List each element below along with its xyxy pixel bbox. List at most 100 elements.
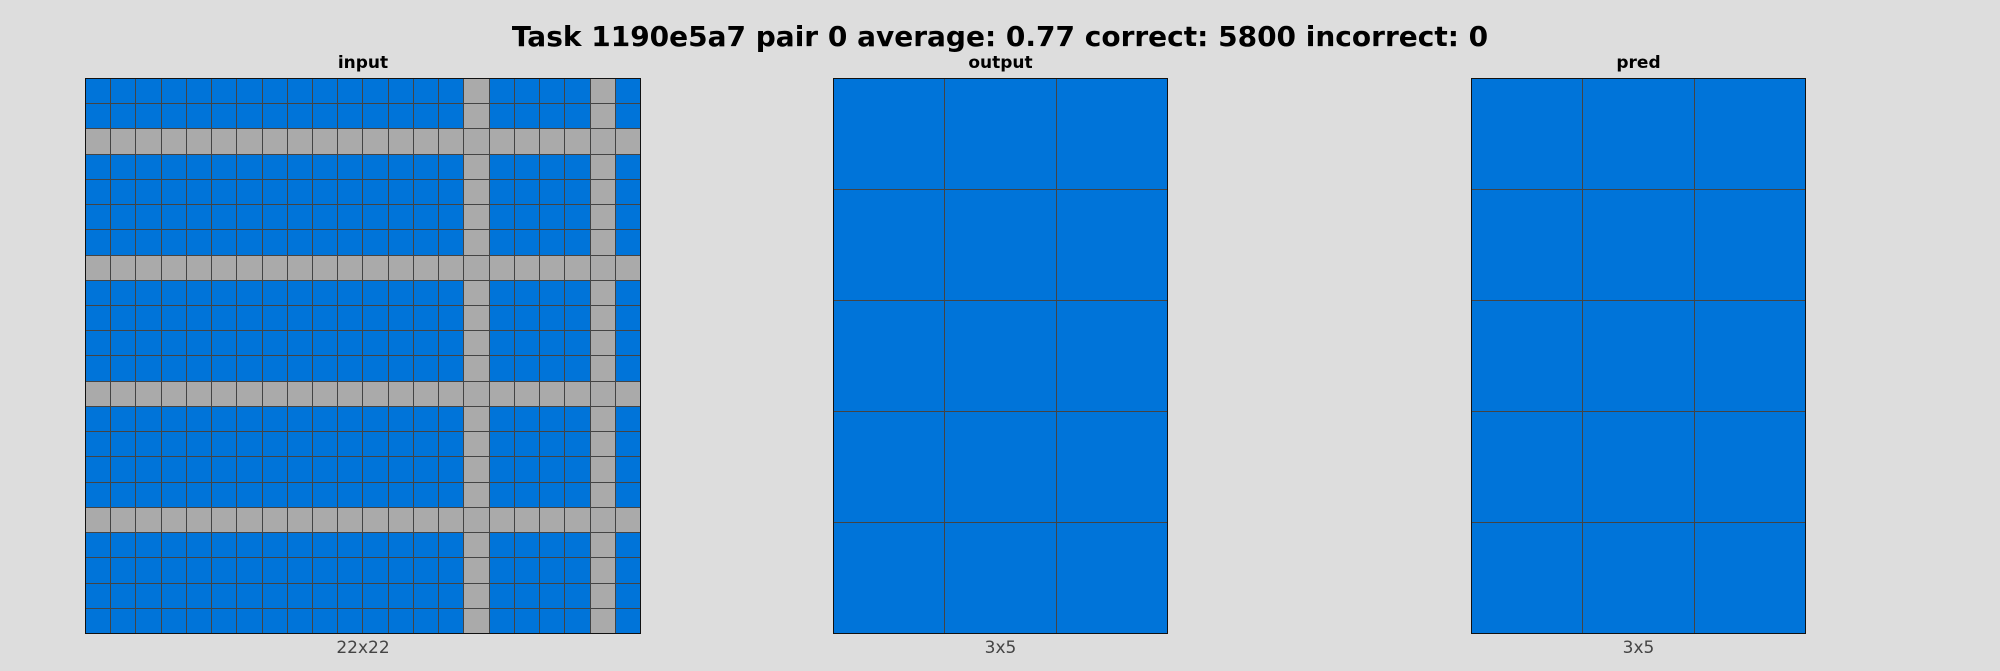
grid-cell [565,79,590,104]
grid-cell [514,255,540,280]
grid-cell [161,583,186,608]
grid-cell [262,558,287,583]
grid-cell [338,507,363,533]
grid-cell [262,583,287,608]
grid-cell [186,482,212,507]
grid-cell [540,558,565,583]
grid-cell [565,104,590,129]
grid-cell [262,205,287,230]
grid-cell [338,230,363,255]
grid-cell [262,482,287,507]
grid-cell [86,457,111,482]
grid-cell [413,558,439,583]
grid-cell [388,457,413,482]
grid-cell [590,608,615,633]
grid-cell [388,533,413,558]
grid-cell [489,356,514,381]
grid-cell [565,331,590,356]
grid-cell [86,331,111,356]
grid-cell [287,507,313,533]
grid-cell [489,104,514,129]
grid-cell [186,255,212,280]
grid-cell [590,280,615,306]
grid-cell [313,608,338,633]
grid-cell [388,129,413,154]
grid-cell [237,533,262,558]
grid-cell [1694,79,1805,189]
grid-cell [161,533,186,558]
grid-cell [111,205,136,230]
grid-cell [338,583,363,608]
grid-cell [540,356,565,381]
grid-cell [186,230,212,255]
grid-cell [313,381,338,406]
grid-cell [514,280,540,306]
grid-cell [489,406,514,432]
grid-cell [615,457,640,482]
grid-cell [136,179,161,205]
grid-cell [111,280,136,306]
grid-cell [338,432,363,457]
grid-cell [590,482,615,507]
grid-cell [287,129,313,154]
grid-cell [212,507,237,533]
grid-cell [439,179,464,205]
grid-cell [363,306,388,331]
grid-cell [212,129,237,154]
grid-cell [464,79,489,104]
grid-cell [338,608,363,633]
grid-cell [363,432,388,457]
grid-cell [111,533,136,558]
grid-cell [1472,79,1583,189]
grid-cell [313,255,338,280]
grid-cell [489,205,514,230]
grid-cell [313,457,338,482]
grid-cell [413,432,439,457]
grid-cell [565,381,590,406]
grid-cell [464,280,489,306]
grid-cell [413,381,439,406]
grid-cell [86,406,111,432]
grid-cell [86,129,111,154]
grid-cell [590,129,615,154]
grid-cell [388,583,413,608]
grid-cell [615,583,640,608]
grid-cell [439,205,464,230]
grid-cell [262,179,287,205]
grid-cell [338,129,363,154]
grid-cell [514,79,540,104]
grid-cell [363,356,388,381]
grid-cell [388,507,413,533]
grid-cell [590,104,615,129]
grid-cell [615,129,640,154]
grid-cell [313,306,338,331]
grid-cell [1694,523,1805,633]
grid-cell [834,190,945,300]
grid-cell [287,230,313,255]
grid-cell [413,507,439,533]
grid-cell [615,230,640,255]
grid-cell [313,482,338,507]
grid-cell [111,608,136,633]
grid-cell [212,406,237,432]
grid-cell [262,507,287,533]
grid-cell [287,79,313,104]
grid-cell [514,457,540,482]
grid-cell [514,583,540,608]
grid-cell [514,331,540,356]
grid-cell [237,381,262,406]
grid-cell [212,482,237,507]
grid-cell [161,104,186,129]
grid-cell [439,381,464,406]
grid-cell [590,331,615,356]
grid-cell [262,230,287,255]
grid-cell [489,432,514,457]
grid-cell [186,507,212,533]
grid-cell [287,381,313,406]
grid-cell [262,79,287,104]
grid-cell [413,331,439,356]
grid-cell [363,608,388,633]
grid-cell [186,558,212,583]
grid-cell [489,306,514,331]
grid-cell [212,230,237,255]
